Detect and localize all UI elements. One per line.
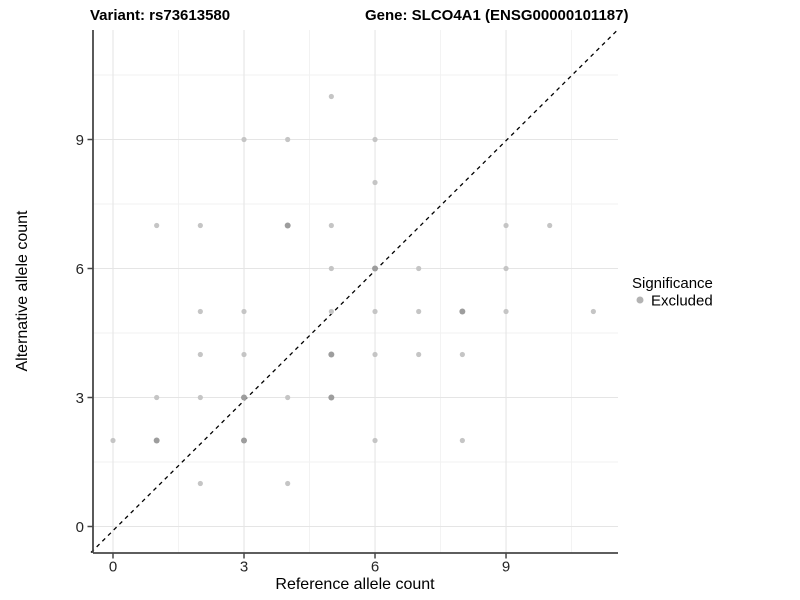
data-point xyxy=(416,308,422,315)
grid-minor xyxy=(93,30,618,553)
legend-item-label: Excluded xyxy=(651,293,713,310)
y-axis-title: Alternative allele count xyxy=(14,210,31,372)
data-point xyxy=(328,222,334,229)
data-point xyxy=(459,308,466,315)
title-variant: Variant: rs73613580 xyxy=(90,7,230,24)
axis-tick-labels: 0 3 6 9 0 3 6 9 xyxy=(76,132,511,576)
data-point xyxy=(153,437,160,444)
identity-reference-line xyxy=(90,29,618,553)
grid-major xyxy=(93,30,618,553)
data-point xyxy=(241,136,247,143)
title-gene: Gene: SLCO4A1 (ENSG00000101187) xyxy=(365,7,628,24)
y-tick-label: 9 xyxy=(76,132,84,149)
y-tick-label: 0 xyxy=(76,519,84,536)
data-point xyxy=(241,351,247,358)
data-point xyxy=(372,351,378,358)
data-point xyxy=(503,222,509,229)
data-point xyxy=(285,136,291,143)
legend-title: Significance xyxy=(632,275,713,292)
data-point xyxy=(503,308,509,315)
x-tick-label: 9 xyxy=(502,559,510,576)
data-point xyxy=(241,437,248,444)
data-point xyxy=(197,480,203,487)
data-point xyxy=(459,351,465,358)
data-point xyxy=(547,222,553,229)
data-point xyxy=(372,308,378,315)
data-point xyxy=(197,351,203,358)
legend-point-swatch xyxy=(636,296,644,304)
data-point xyxy=(459,437,465,444)
data-point xyxy=(416,351,422,358)
x-tick-label: 3 xyxy=(240,559,248,576)
data-point xyxy=(372,179,378,186)
x-tick-label: 0 xyxy=(109,559,117,576)
data-point xyxy=(416,265,422,272)
data-point xyxy=(241,308,247,315)
data-point xyxy=(197,222,203,229)
data-point xyxy=(284,222,291,229)
data-point xyxy=(241,394,248,401)
x-tick-label: 6 xyxy=(371,559,379,576)
data-point xyxy=(328,93,334,100)
axis-ticks xyxy=(87,138,507,559)
x-axis-title: Reference allele count xyxy=(275,576,435,593)
data-point xyxy=(590,308,596,315)
data-point xyxy=(328,351,335,358)
axis-lines xyxy=(92,30,618,554)
legend: Significance Excluded xyxy=(632,275,713,310)
data-point xyxy=(328,308,334,315)
data-point xyxy=(328,265,334,272)
data-point xyxy=(154,222,160,229)
data-point xyxy=(285,394,291,401)
data-point xyxy=(372,136,378,143)
data-point xyxy=(328,394,335,401)
data-point xyxy=(372,437,378,444)
y-tick-label: 6 xyxy=(76,261,84,278)
y-tick-label: 3 xyxy=(76,390,84,407)
data-point xyxy=(110,437,116,444)
data-point xyxy=(154,394,160,401)
data-point xyxy=(197,308,203,315)
data-point xyxy=(285,480,291,487)
data-point xyxy=(372,265,379,272)
data-point xyxy=(197,394,203,401)
data-point xyxy=(503,265,509,272)
dashed-identity-line xyxy=(90,29,618,553)
data-points xyxy=(110,93,596,487)
